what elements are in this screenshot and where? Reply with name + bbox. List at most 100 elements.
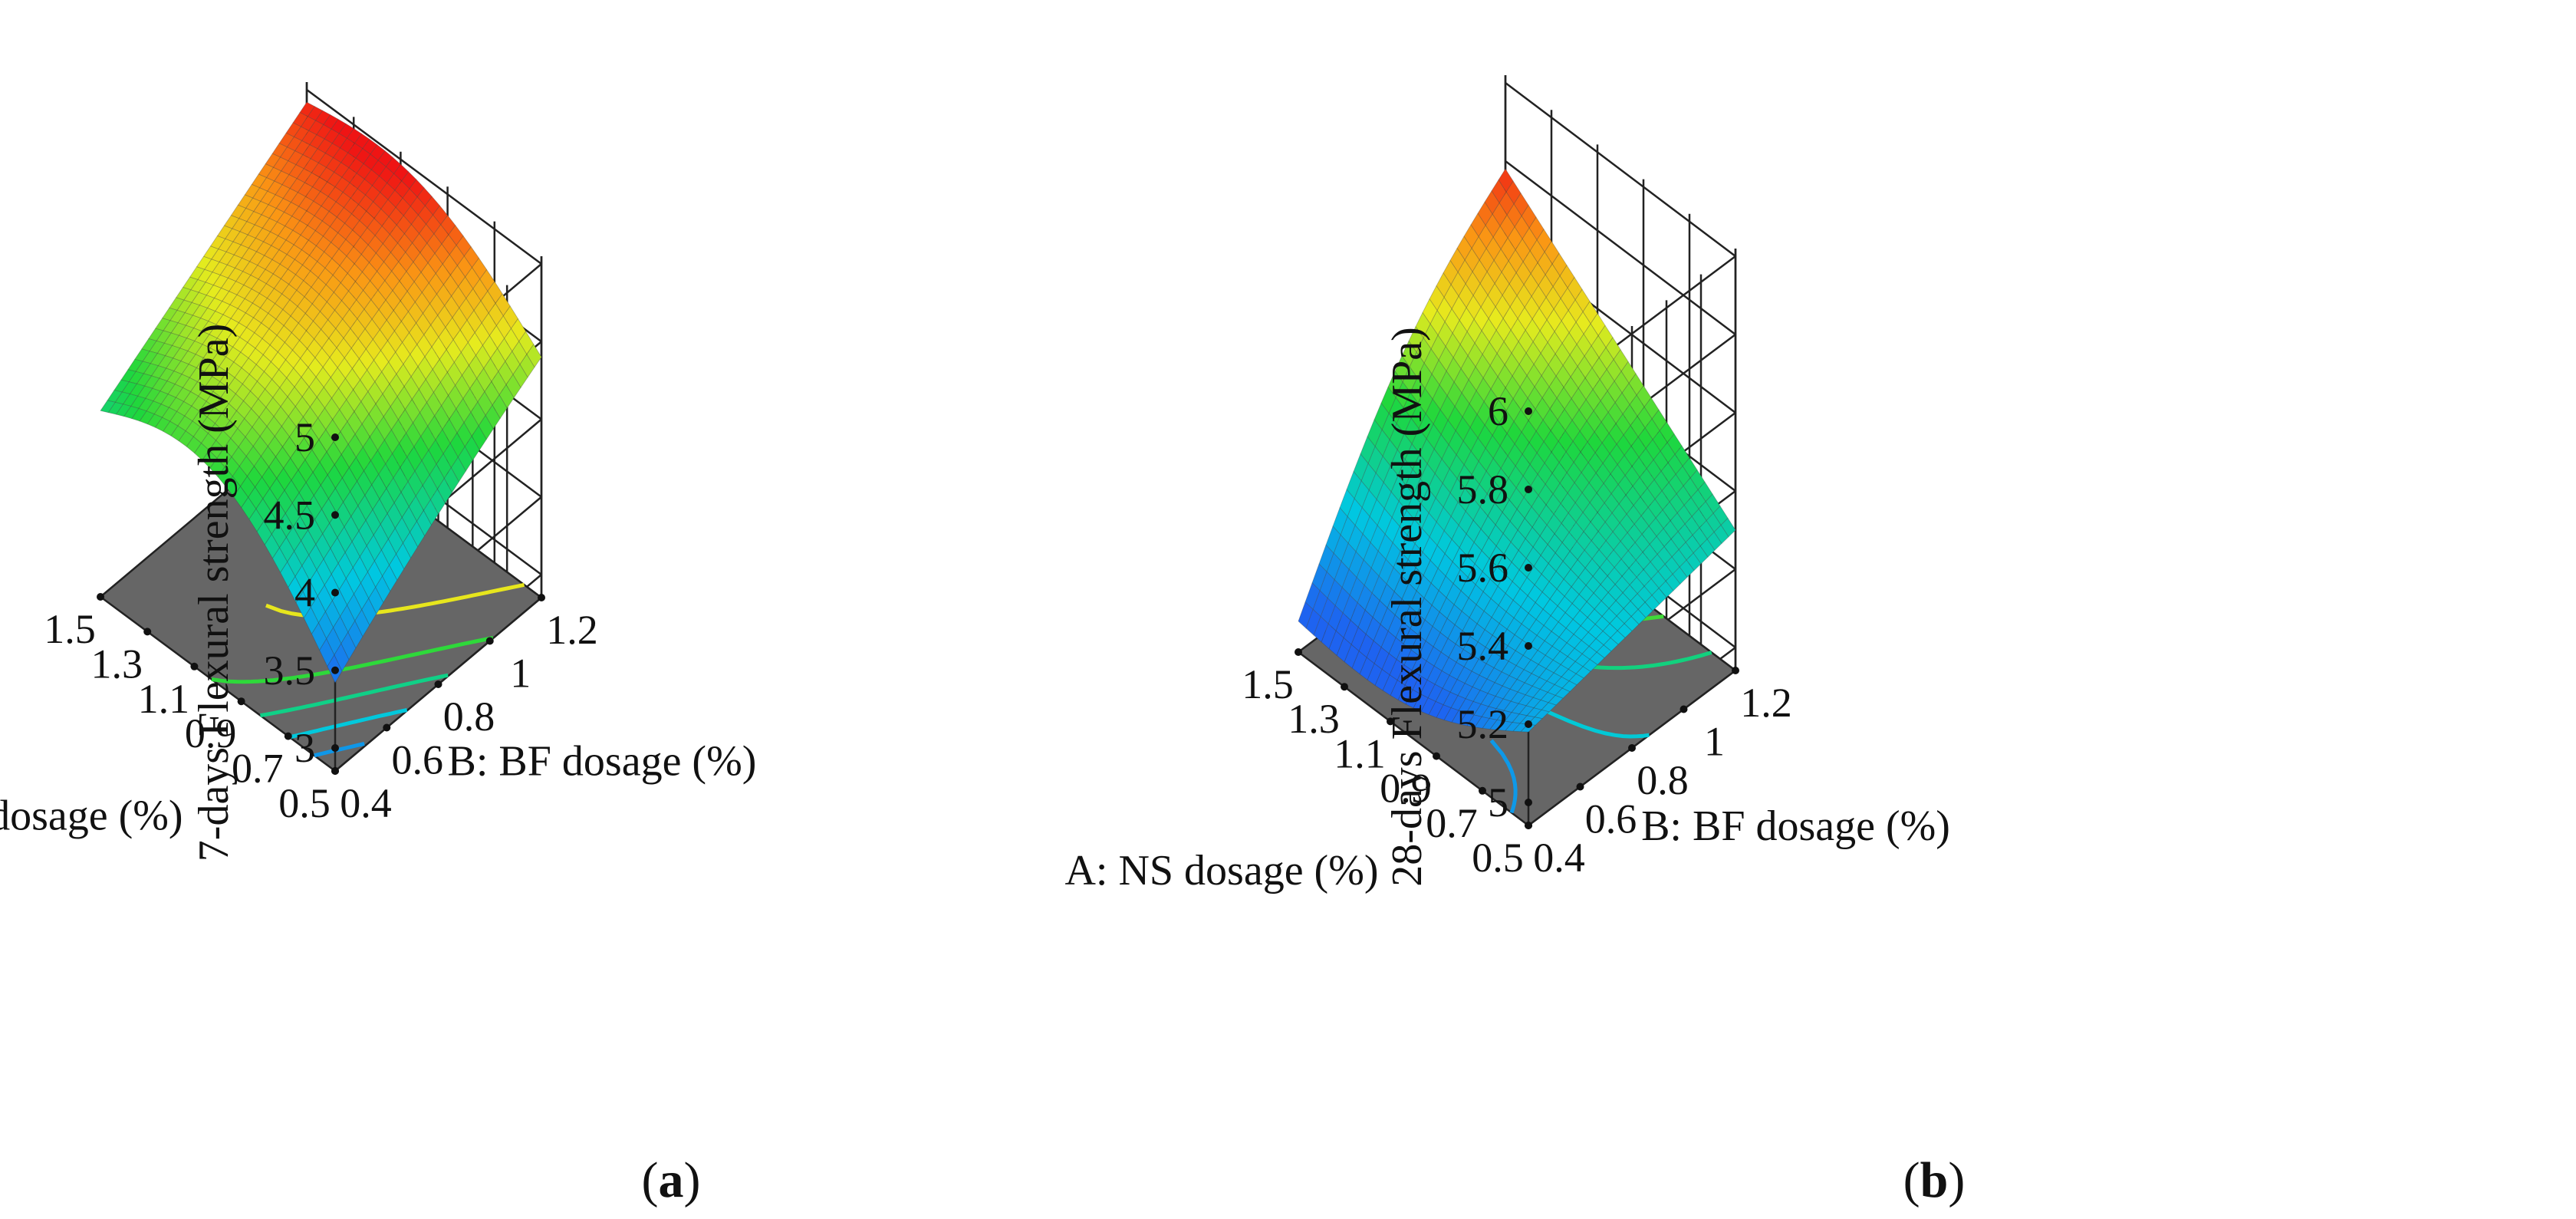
surface-patch bbox=[1394, 355, 1410, 383]
y-tick-label: 0.4 bbox=[340, 780, 392, 826]
panel-a-ticks: 3 3.5 4 4.5 5 0.50.70.91.11.31.5 0.40.60.8 1 1.2 bbox=[44, 414, 598, 826]
z-tick-mark bbox=[1525, 407, 1532, 415]
surface-patch bbox=[1429, 285, 1445, 311]
x-tick-label: 0.5 bbox=[278, 780, 331, 826]
contour-line bbox=[289, 708, 408, 740]
surface-patch bbox=[1449, 247, 1466, 273]
z-tick-mark bbox=[331, 511, 339, 519]
y-tick-label: 0.8 bbox=[443, 694, 495, 740]
z-tick-mark bbox=[331, 666, 339, 674]
x-tick-mark bbox=[237, 697, 245, 706]
grid-line bbox=[1505, 82, 1736, 257]
x-tick-label: 0.9 bbox=[1380, 766, 1432, 812]
z-tick-label: 6 bbox=[1488, 388, 1508, 434]
x-tick-label: 1.3 bbox=[90, 641, 143, 687]
z-tick-label: 4.5 bbox=[264, 492, 316, 538]
z-tick-label: 5.4 bbox=[1457, 623, 1509, 669]
z-tick-mark bbox=[331, 588, 339, 597]
x-tick-label: 1.1 bbox=[138, 676, 190, 722]
surface-patch bbox=[1408, 326, 1424, 353]
surface-patch bbox=[1304, 582, 1321, 611]
surface-patch bbox=[1339, 489, 1355, 518]
surface-patch bbox=[134, 348, 150, 362]
panel-b-z-axis-label: 28-days Flexural strength (MPa) bbox=[1383, 327, 1431, 886]
z-tick-mark bbox=[1525, 642, 1532, 650]
z-tick-mark bbox=[1525, 564, 1532, 572]
y-tick-mark bbox=[485, 637, 494, 645]
panel-b-surface bbox=[1298, 168, 1736, 733]
panel-a-surface bbox=[100, 101, 542, 684]
panel-b-caption: (b) bbox=[1903, 1152, 1966, 1208]
z-tick-mark bbox=[331, 433, 339, 441]
panel-a-caption: (a) bbox=[642, 1152, 701, 1208]
surface-patch bbox=[1374, 402, 1390, 430]
z-tick-label: 5 bbox=[1488, 779, 1508, 825]
panel-b-surface-plot: 5 5.2 5.4 5.6 5.8 6 0.50.70.91.11.31.5 0.40.60.… bbox=[1064, 75, 1950, 894]
panel-b-x-axis-label: A: NS dosage (%) bbox=[1064, 847, 1378, 894]
surface-patch bbox=[1401, 340, 1417, 367]
surface-patch bbox=[100, 400, 116, 413]
y-tick-label: 1 bbox=[1704, 719, 1725, 765]
surface-patch bbox=[1463, 224, 1479, 249]
y-tick-mark bbox=[538, 594, 545, 601]
panel-b-ticks: 5 5.2 5.4 5.6 5.8 6 0.50.70.91.11.31.5 0.40.60.… bbox=[1242, 388, 1792, 881]
surface-patch bbox=[1298, 601, 1314, 629]
y-tick-label: 0.8 bbox=[1637, 757, 1689, 803]
x-tick-label: 1.3 bbox=[1288, 696, 1340, 742]
y-tick-mark bbox=[1576, 782, 1584, 791]
z-tick-label: 5.6 bbox=[1457, 545, 1509, 591]
x-tick-mark bbox=[190, 662, 199, 670]
surface-patch bbox=[1491, 179, 1507, 204]
surface-patch bbox=[1360, 436, 1376, 464]
y-tick-mark bbox=[383, 723, 391, 732]
surface-patch bbox=[169, 297, 185, 311]
x-tick-label: 1.1 bbox=[1334, 730, 1386, 776]
y-tick-mark bbox=[1679, 705, 1688, 713]
surface-patch bbox=[1311, 563, 1327, 591]
panel-a-x-axis-label: A: NS dosage (%) bbox=[0, 792, 183, 840]
surface-patch bbox=[1367, 419, 1383, 447]
surface-patch bbox=[1484, 190, 1500, 215]
x-tick-mark bbox=[1387, 717, 1394, 726]
grid-line bbox=[1505, 160, 1736, 335]
surface-patch bbox=[1456, 236, 1472, 261]
panel-a-y-axis-label: B: BF dosage (%) bbox=[448, 738, 757, 786]
panel-a-surface-plot: 3 3.5 4 4.5 5 0.50.70.91.11.31.5 0.40.60.8 1 1.2… bbox=[0, 82, 756, 862]
y-tick-mark bbox=[434, 680, 442, 688]
surface-patch bbox=[1422, 298, 1438, 325]
panel-b-y-axis-label: B: BF dosage (%) bbox=[1641, 802, 1950, 850]
surface-patch bbox=[223, 215, 240, 229]
z-tick-label: 5.8 bbox=[1457, 466, 1509, 512]
surface-patch bbox=[1470, 213, 1486, 238]
y-tick-label: 0.6 bbox=[392, 737, 444, 783]
x-tick-mark bbox=[143, 628, 152, 636]
surface-patch bbox=[265, 153, 281, 168]
grid-line bbox=[306, 88, 542, 265]
surface-patch bbox=[1380, 386, 1397, 414]
y-tick-mark bbox=[1525, 822, 1532, 829]
y-tick-label: 1 bbox=[510, 651, 531, 697]
surface-patch bbox=[1415, 311, 1431, 339]
z-tick-label: 3.5 bbox=[264, 647, 316, 694]
surface-patch bbox=[292, 112, 308, 127]
surface-patch bbox=[1436, 272, 1452, 298]
contour-line bbox=[259, 673, 449, 718]
z-tick-mark bbox=[1525, 799, 1532, 806]
contour-line bbox=[1489, 739, 1518, 814]
surface-patch bbox=[1498, 168, 1514, 193]
x-tick-mark bbox=[1295, 648, 1302, 656]
y-tick-label: 0.6 bbox=[1585, 796, 1637, 842]
contour-line bbox=[211, 636, 494, 684]
z-tick-mark bbox=[1525, 486, 1532, 493]
x-tick-mark bbox=[97, 593, 104, 601]
x-tick-mark bbox=[1341, 683, 1348, 691]
x-tick-label: 0.7 bbox=[232, 746, 284, 792]
z-tick-label: 5.2 bbox=[1457, 701, 1509, 747]
y-tick-label: 1.2 bbox=[546, 607, 598, 653]
surface-patch bbox=[1332, 507, 1348, 535]
surface-patch bbox=[1318, 544, 1334, 573]
surface-patch bbox=[114, 379, 130, 393]
panel-a-z-axis-label: 7-days Flexural strength (MPa) bbox=[190, 324, 238, 862]
x-tick-mark bbox=[1433, 752, 1440, 760]
surface-patch bbox=[1346, 470, 1362, 499]
